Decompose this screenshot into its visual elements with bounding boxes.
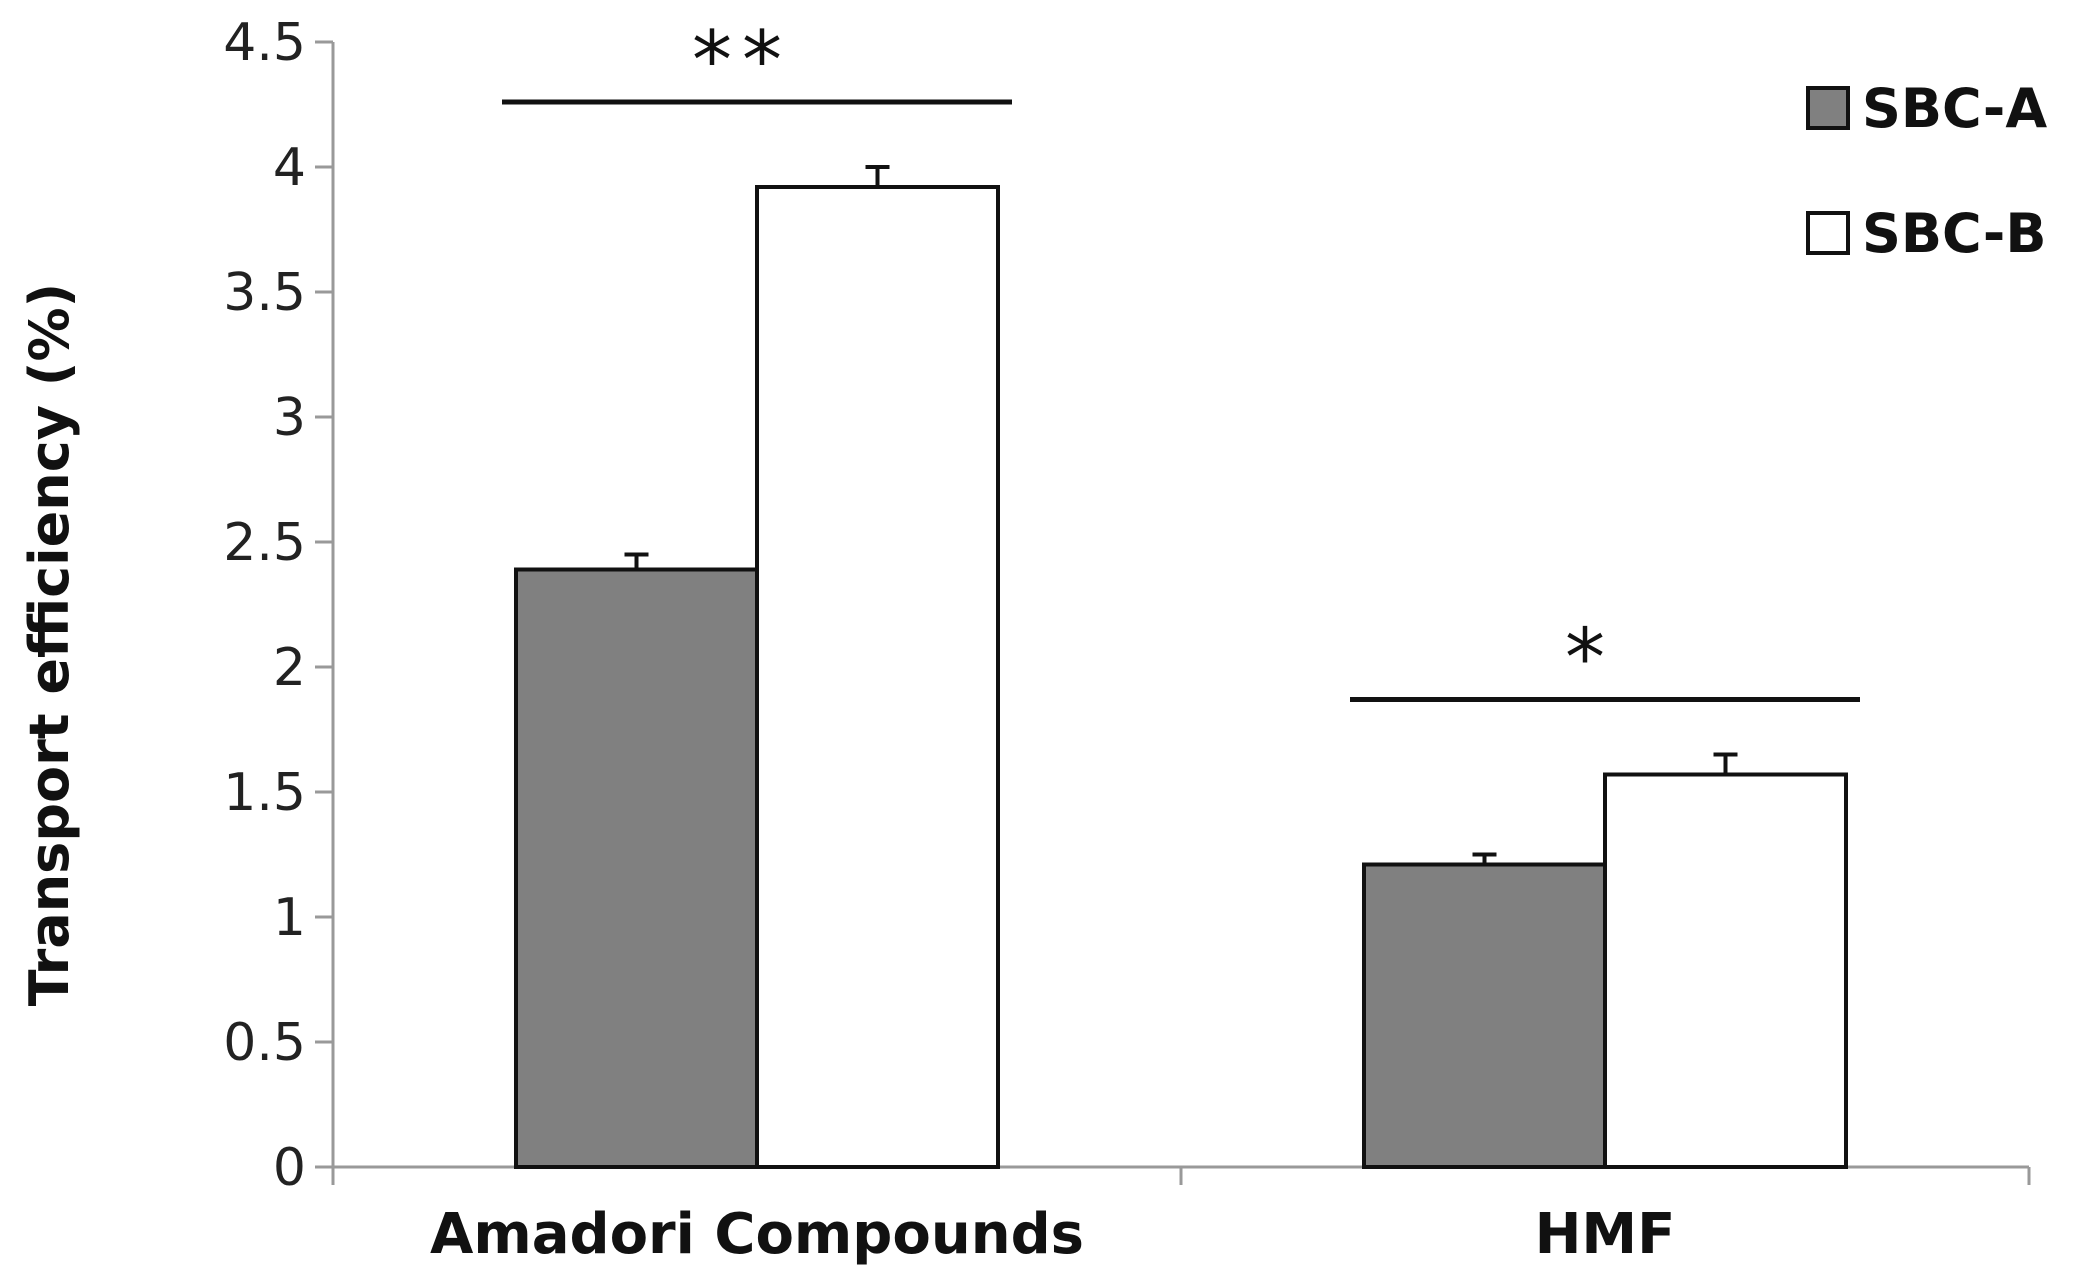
significance-markers: *** — [502, 14, 1860, 705]
bar-sbc-b-0 — [755, 185, 1000, 1169]
y-tick-label: 1.5 — [223, 763, 306, 823]
y-tick-label: 2.5 — [223, 513, 306, 573]
significance-label: ** — [692, 14, 792, 107]
y-tick-label: 0 — [273, 1138, 306, 1198]
y-tick-label: 3 — [273, 388, 306, 448]
significance-label: * — [1565, 612, 1615, 705]
legend-label-sbc-b: SBC-B — [1862, 202, 2047, 265]
y-tick-label: 2 — [273, 638, 306, 698]
bar-sbc-b-1 — [1603, 772, 1848, 1169]
y-tick-label: 1 — [273, 888, 306, 948]
legend-swatch-sbc-a — [1806, 86, 1850, 130]
legend: SBC-A SBC-B — [1806, 77, 2047, 265]
bars — [514, 185, 1848, 1169]
legend-label-sbc-a: SBC-A — [1862, 77, 2047, 140]
y-tick-label: 4 — [273, 138, 306, 198]
error-bars — [624, 165, 1738, 865]
tick-labels: 0 0.5 1 1.5 2 2.5 3 3.5 4 4.5 Amadori Compounds HMF — [223, 13, 1675, 1267]
y-axis-title-group: Transport efficiency (%) — [18, 283, 81, 1006]
y-tick-label: 4.5 — [223, 13, 306, 73]
bar-sbc-a-1 — [1362, 862, 1607, 1169]
y-tick-label: 3.5 — [223, 263, 306, 323]
legend-swatch-sbc-b — [1806, 211, 1850, 255]
bar-sbc-a-0 — [514, 567, 759, 1169]
x-category-label: HMF — [1535, 1202, 1676, 1267]
x-category-label: Amadori Compounds — [430, 1202, 1084, 1267]
y-tick-label: 0.5 — [223, 1013, 306, 1073]
y-axis-title: Transport efficiency (%) — [18, 283, 81, 1006]
